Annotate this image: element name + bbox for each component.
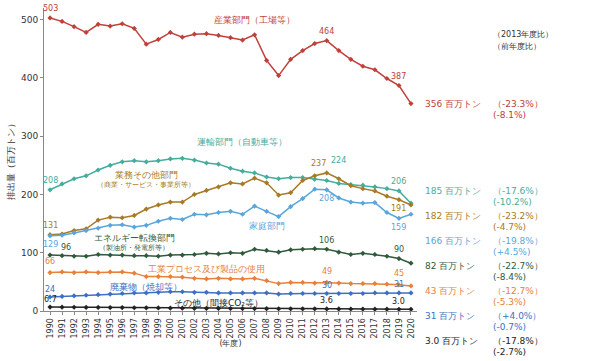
svg-text:1992: 1992: [70, 318, 79, 338]
svg-text:(-2.7%): (-2.7%): [493, 347, 526, 357]
svg-text:2020: 2020: [407, 318, 416, 338]
svg-text:400: 400: [21, 73, 38, 83]
svg-text:3.6: 3.6: [320, 296, 333, 305]
svg-text:96: 96: [61, 243, 71, 252]
svg-text:1990: 1990: [46, 318, 55, 338]
svg-text:129: 129: [43, 240, 58, 249]
svg-text:82 百万トン: 82 百万トン: [425, 261, 475, 271]
svg-text:100: 100: [21, 248, 38, 258]
svg-text:(-8.1%): (-8.1%): [493, 110, 526, 120]
svg-text:1991: 1991: [58, 318, 67, 338]
svg-text:43 百万トン: 43 百万トン: [425, 286, 475, 296]
svg-text:（-12.7%）: （-12.7%）: [493, 286, 543, 296]
svg-text:49: 49: [322, 267, 332, 276]
svg-text:2010: 2010: [286, 318, 295, 338]
svg-text:500: 500: [21, 15, 38, 25]
svg-text:159: 159: [391, 223, 406, 232]
svg-text:30: 30: [322, 281, 332, 290]
svg-text:2005: 2005: [226, 318, 235, 338]
svg-text:1997: 1997: [130, 318, 139, 338]
svg-text:166 百万トン: 166 百万トン: [425, 236, 481, 246]
svg-text:（-22.7%）: （-22.7%）: [493, 261, 543, 271]
svg-text:503: 503: [43, 4, 58, 13]
svg-text:（2013年度比）: （2013年度比）: [493, 30, 553, 39]
svg-text:237: 237: [311, 159, 326, 168]
svg-text:その他（間接CO₂等）: その他（間接CO₂等）: [174, 298, 263, 308]
svg-text:2011: 2011: [298, 318, 307, 338]
svg-text:2007: 2007: [250, 318, 259, 338]
svg-text:131: 131: [43, 221, 58, 230]
svg-text:2002: 2002: [190, 318, 199, 338]
svg-text:2014: 2014: [334, 318, 343, 338]
svg-text:191: 191: [391, 204, 406, 213]
svg-text:464: 464: [319, 27, 334, 36]
svg-text:工業プロセス及び製品の使用: 工業プロセス及び製品の使用: [148, 264, 265, 274]
svg-text:（商業・サービス・事業所等）: （商業・サービス・事業所等）: [97, 181, 195, 189]
svg-text:2004: 2004: [214, 318, 223, 338]
svg-text:(+4.5%): (+4.5%): [493, 247, 530, 257]
svg-text:(-5.3%): (-5.3%): [493, 297, 526, 307]
svg-text:（-19.8%）: （-19.8%）: [493, 236, 543, 246]
svg-text:1995: 1995: [106, 318, 115, 338]
svg-text:2015: 2015: [346, 318, 355, 338]
svg-text:208: 208: [319, 194, 334, 203]
svg-text:（+4.0%）: （+4.0%）: [493, 311, 541, 321]
svg-text:0: 0: [32, 306, 38, 316]
svg-text:2012: 2012: [310, 318, 319, 338]
svg-text:2018: 2018: [383, 318, 392, 338]
svg-text:356 百万トン: 356 百万トン: [425, 99, 481, 109]
svg-text:185 百万トン: 185 百万トン: [425, 186, 481, 196]
svg-text:(年度): (年度): [219, 339, 241, 348]
svg-text:31: 31: [394, 280, 404, 289]
svg-text:エネルギー転換部門: エネルギー転換部門: [94, 233, 175, 243]
svg-text:産業部門（工場等）: 産業部門（工場等）: [214, 15, 295, 25]
svg-text:90: 90: [394, 245, 404, 254]
svg-text:66: 66: [45, 257, 55, 266]
svg-text:2017: 2017: [370, 318, 379, 338]
svg-text:(-4.7%): (-4.7%): [493, 222, 526, 232]
svg-text:31 百万トン: 31 百万トン: [425, 311, 475, 321]
svg-text:（前年度比）: （前年度比）: [493, 42, 541, 51]
svg-text:3.0 百万トン: 3.0 百万トン: [425, 336, 478, 346]
svg-text:300: 300: [21, 131, 38, 141]
svg-text:182 百万トン: 182 百万トン: [425, 211, 481, 221]
svg-text:廃棄物（焼却等）: 廃棄物（焼却等）: [110, 282, 182, 292]
svg-text:24: 24: [45, 285, 55, 294]
svg-text:2009: 2009: [274, 318, 283, 338]
svg-text:200: 200: [21, 190, 38, 200]
svg-text:1998: 1998: [142, 318, 151, 338]
svg-text:家庭部門: 家庭部門: [249, 221, 285, 231]
svg-text:6.7: 6.7: [44, 295, 57, 304]
svg-text:2001: 2001: [178, 318, 187, 338]
svg-text:2006: 2006: [238, 318, 247, 338]
svg-text:2013: 2013: [322, 318, 331, 338]
svg-text:（-23.3%）: （-23.3%）: [493, 99, 543, 109]
svg-text:2003: 2003: [202, 318, 211, 338]
svg-text:(-10.2%): (-10.2%): [493, 197, 532, 207]
svg-text:（製油所・発電所等）: （製油所・発電所等）: [99, 244, 169, 252]
svg-text:2000: 2000: [166, 318, 175, 338]
svg-text:106: 106: [319, 236, 334, 245]
svg-text:206: 206: [391, 177, 406, 186]
svg-text:1996: 1996: [118, 318, 127, 338]
svg-text:1993: 1993: [82, 318, 91, 338]
svg-text:1999: 1999: [154, 318, 163, 338]
svg-text:(-8.4%): (-8.4%): [493, 272, 526, 282]
svg-text:2016: 2016: [358, 318, 367, 338]
svg-text:(-0.7%): (-0.7%): [493, 322, 526, 332]
svg-text:排出量（百万トン）: 排出量（百万トン）: [6, 119, 16, 200]
svg-text:387: 387: [391, 72, 406, 81]
svg-text:2008: 2008: [262, 318, 271, 338]
svg-text:208: 208: [43, 176, 58, 185]
svg-text:（-17.6%）: （-17.6%）: [493, 186, 543, 196]
svg-text:2019: 2019: [395, 318, 404, 338]
svg-text:224: 224: [331, 156, 346, 165]
svg-text:1994: 1994: [94, 318, 103, 338]
svg-text:（-17.8%）: （-17.8%）: [493, 336, 543, 346]
svg-text:（-23.2%）: （-23.2%）: [493, 211, 543, 221]
svg-text:運輸部門（自動車等）: 運輸部門（自動車等）: [197, 137, 287, 147]
svg-text:業務その他部門: 業務その他部門: [115, 170, 178, 180]
svg-text:3.0: 3.0: [392, 297, 405, 306]
svg-text:45: 45: [394, 269, 404, 278]
